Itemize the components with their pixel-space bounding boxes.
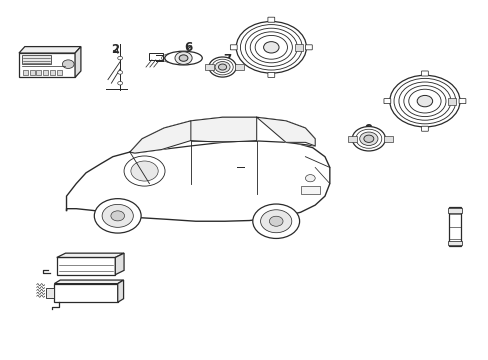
Circle shape xyxy=(131,161,158,181)
Text: 1: 1 xyxy=(38,50,49,66)
FancyBboxPatch shape xyxy=(421,126,427,131)
Text: 10: 10 xyxy=(413,86,430,99)
Circle shape xyxy=(260,210,291,233)
Circle shape xyxy=(215,62,229,73)
Text: 4: 4 xyxy=(81,290,90,303)
FancyBboxPatch shape xyxy=(267,17,274,22)
Text: 2: 2 xyxy=(111,42,119,55)
Circle shape xyxy=(118,71,122,74)
Circle shape xyxy=(236,22,306,73)
Ellipse shape xyxy=(164,51,202,65)
Text: 6: 6 xyxy=(184,41,192,54)
Circle shape xyxy=(102,204,133,227)
Bar xyxy=(36,70,41,75)
Bar xyxy=(384,136,392,141)
Bar xyxy=(54,284,118,302)
Bar xyxy=(347,136,356,141)
Circle shape xyxy=(269,216,283,226)
Circle shape xyxy=(363,135,373,143)
Bar xyxy=(447,208,462,213)
Circle shape xyxy=(175,52,192,64)
FancyBboxPatch shape xyxy=(230,45,237,50)
Circle shape xyxy=(124,156,164,186)
Bar xyxy=(23,70,28,75)
Circle shape xyxy=(351,127,385,151)
Bar xyxy=(447,240,462,245)
Polygon shape xyxy=(75,46,81,77)
Circle shape xyxy=(305,175,315,182)
Circle shape xyxy=(218,64,226,70)
Circle shape xyxy=(118,81,122,85)
Bar xyxy=(448,207,461,246)
FancyBboxPatch shape xyxy=(383,99,390,104)
Circle shape xyxy=(208,57,236,77)
Text: 7: 7 xyxy=(223,53,231,66)
Polygon shape xyxy=(66,140,329,221)
Circle shape xyxy=(179,55,187,61)
FancyBboxPatch shape xyxy=(267,72,274,77)
FancyBboxPatch shape xyxy=(458,99,465,104)
Circle shape xyxy=(118,56,122,60)
Polygon shape xyxy=(130,117,315,153)
Bar xyxy=(447,98,455,105)
Bar xyxy=(235,64,244,70)
Polygon shape xyxy=(54,280,123,284)
Bar xyxy=(50,70,55,75)
Polygon shape xyxy=(57,253,124,257)
Bar xyxy=(149,53,162,60)
FancyBboxPatch shape xyxy=(421,71,427,76)
Circle shape xyxy=(62,60,74,68)
FancyBboxPatch shape xyxy=(305,45,312,50)
Polygon shape xyxy=(118,280,123,302)
Circle shape xyxy=(252,204,299,238)
Circle shape xyxy=(263,42,279,53)
Circle shape xyxy=(94,199,141,233)
Polygon shape xyxy=(130,121,190,153)
Text: 3: 3 xyxy=(449,215,457,228)
Bar xyxy=(30,70,35,75)
Text: 5: 5 xyxy=(96,261,104,274)
Bar xyxy=(57,70,61,75)
Bar xyxy=(22,55,51,64)
Bar xyxy=(19,53,75,77)
Text: 8: 8 xyxy=(266,21,275,34)
Bar xyxy=(204,64,213,70)
Circle shape xyxy=(389,75,459,127)
Bar xyxy=(43,70,48,75)
Polygon shape xyxy=(115,253,124,275)
Bar xyxy=(45,288,54,298)
Polygon shape xyxy=(256,117,315,146)
Polygon shape xyxy=(190,117,256,142)
Bar xyxy=(300,186,320,194)
Circle shape xyxy=(359,132,377,145)
Bar xyxy=(294,44,302,51)
Circle shape xyxy=(111,211,124,221)
Bar xyxy=(57,257,115,275)
Polygon shape xyxy=(19,46,81,53)
Text: 9: 9 xyxy=(364,123,372,136)
Circle shape xyxy=(416,95,432,107)
